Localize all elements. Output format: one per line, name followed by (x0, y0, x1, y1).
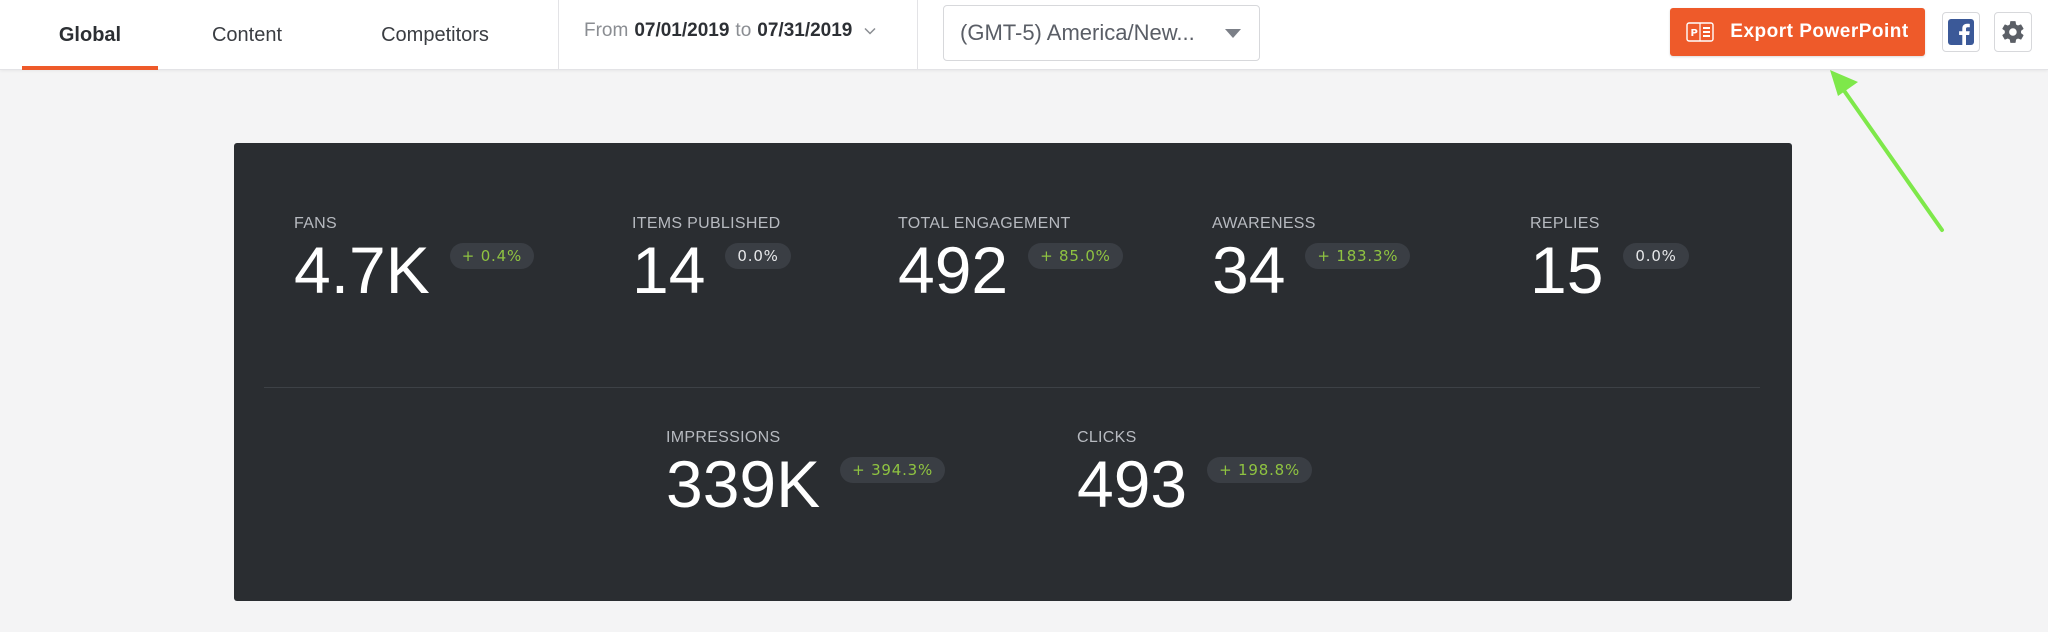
date-from-label: From (584, 20, 629, 41)
card-divider (264, 387, 1760, 388)
divider (558, 0, 559, 70)
tab-global[interactable]: Global (58, 23, 122, 46)
tab-competitors[interactable]: Competitors (381, 23, 489, 46)
arrow-annotation (1830, 70, 1944, 232)
stat-value: 14 (632, 233, 706, 307)
stat-change-badge: + 198.8% (1207, 457, 1313, 483)
export-button-label: Export PowerPoint (1730, 21, 1909, 42)
top-navigation-bar: Global Content Competitors From 07/01/20… (0, 0, 2048, 70)
divider (917, 0, 918, 70)
settings-button[interactable] (1994, 12, 2032, 52)
stat-label: IMPRESSIONS (666, 429, 781, 446)
stat-change-badge: + 394.3% (840, 457, 946, 483)
stat-value: 34 (1212, 233, 1286, 307)
stat-impressions: IMPRESSIONS 339K + 394.3% (666, 429, 946, 521)
stat-label: CLICKS (1077, 429, 1137, 446)
stat-label: AWARENESS (1212, 215, 1316, 232)
stat-label: FANS (294, 215, 337, 232)
stat-value: 492 (898, 233, 1009, 307)
stat-value: 15 (1530, 233, 1604, 307)
stat-change-badge: 0.0% (1623, 243, 1689, 269)
date-range-picker[interactable]: From 07/01/2019 to 07/31/2019 (584, 0, 876, 62)
stat-label: REPLIES (1530, 215, 1600, 232)
gear-icon (2002, 21, 2024, 43)
stat-label: ITEMS PUBLISHED (632, 215, 781, 232)
stat-clicks: CLICKS 493 + 198.8% (1077, 429, 1313, 521)
tab-content[interactable]: Content (211, 23, 283, 46)
stat-awareness: AWARENESS 34 + 183.3% (1212, 215, 1411, 307)
timezone-value: (GMT-5) America/New... (960, 20, 1195, 45)
stat-items-published: ITEMS PUBLISHED 14 0.0% (632, 215, 791, 307)
date-from-value: 07/01/2019 (634, 20, 730, 41)
chevron-down-icon (864, 27, 876, 35)
powerpoint-icon: P (1686, 22, 1714, 42)
facebook-icon (1948, 19, 1974, 45)
facebook-button[interactable] (1942, 12, 1980, 52)
caret-down-icon (1225, 29, 1241, 38)
stat-change-badge: + 85.0% (1028, 243, 1123, 269)
stat-total-engagement: TOTAL ENGAGEMENT 492 + 85.0% (898, 215, 1123, 307)
stat-change-badge: + 183.3% (1305, 243, 1411, 269)
svg-text:P: P (1691, 28, 1699, 39)
stats-summary-card: FANS 4.7K + 0.4% ITEMS PUBLISHED 14 0.0%… (234, 143, 1792, 601)
date-to-value: 07/31/2019 (757, 20, 853, 41)
date-to-label: to (735, 20, 752, 41)
export-powerpoint-button[interactable]: P Export PowerPoint (1670, 8, 1925, 56)
stat-label: TOTAL ENGAGEMENT (898, 215, 1071, 232)
timezone-select[interactable]: (GMT-5) America/New... (943, 5, 1260, 61)
stat-change-badge: + 0.4% (449, 243, 535, 269)
stat-value: 493 (1077, 447, 1188, 521)
stat-change-badge: 0.0% (725, 243, 791, 269)
active-tab-indicator (22, 66, 158, 70)
stat-value: 4.7K (294, 233, 430, 307)
stat-value: 339K (666, 447, 821, 521)
stat-fans: FANS 4.7K + 0.4% (294, 215, 535, 307)
stat-replies: REPLIES 15 0.0% (1530, 215, 1689, 307)
